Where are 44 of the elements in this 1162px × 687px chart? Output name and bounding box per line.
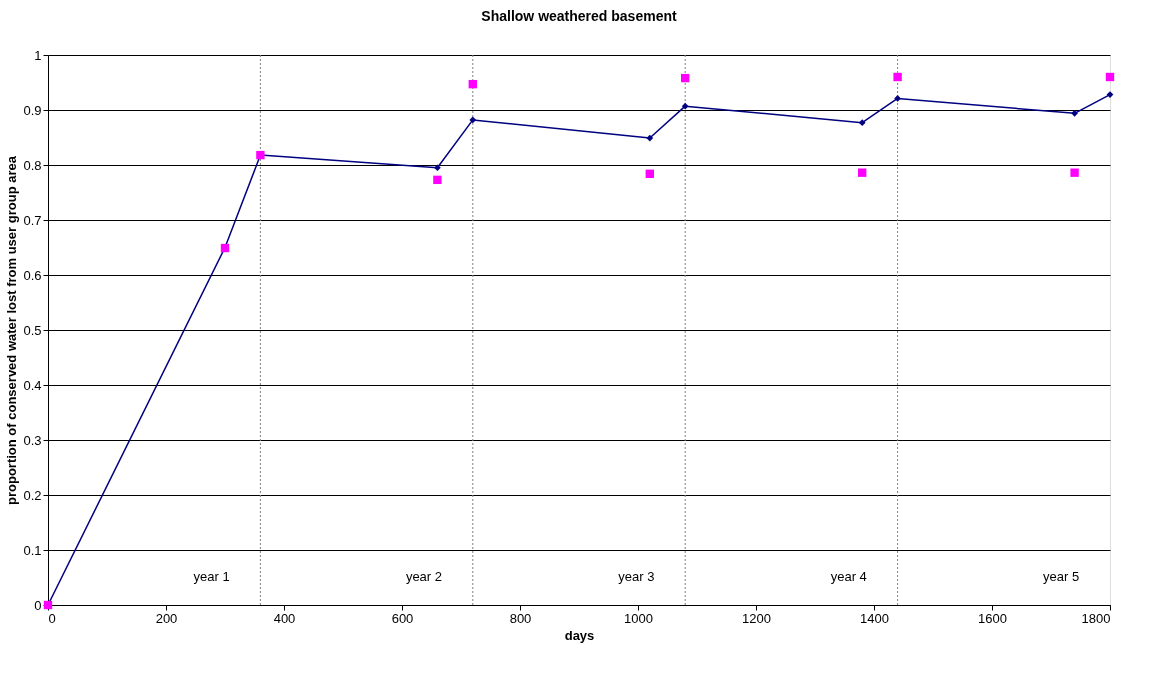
point	[681, 73, 690, 83]
y-tick-label: 0.6	[23, 267, 42, 283]
x-tick-label: 0	[48, 610, 56, 626]
x-axis-title: days	[564, 627, 595, 643]
point	[433, 175, 442, 185]
y-tick-label: 0.3	[23, 432, 42, 448]
point	[1071, 109, 1078, 117]
annotation: year 4	[830, 569, 867, 584]
point	[468, 79, 477, 89]
x-tick-label: 1000	[624, 610, 653, 626]
point	[434, 164, 441, 172]
x-tick-label: 1800	[1081, 610, 1111, 626]
point	[858, 119, 866, 126]
x-tick-label: 1400	[860, 610, 889, 626]
x-tick-label: 1600	[978, 610, 1007, 626]
point	[893, 72, 902, 82]
x-tick-label: 400	[273, 610, 296, 626]
point	[645, 169, 654, 178]
y-tick-label: 0.4	[23, 377, 42, 393]
annotation: year 2	[405, 569, 443, 584]
y-tick-label: 0.1	[23, 542, 42, 558]
x-tick-label: 800	[509, 610, 532, 626]
point	[469, 116, 477, 124]
point	[894, 95, 901, 102]
y-tick-label: 0.8	[23, 157, 42, 173]
y-axis-title: proportion of conserved water lost from user group area	[4, 155, 20, 505]
point	[858, 168, 867, 177]
y-tick-label: 0	[34, 597, 42, 613]
annotation: year 3	[618, 569, 655, 584]
y-tick-label: 0.5	[23, 322, 42, 338]
annotation: year 1	[193, 569, 230, 584]
x-tick-label: 600	[391, 610, 414, 626]
y-tick-label: 0.7	[23, 212, 42, 228]
y-tick-label: 0.2	[23, 487, 42, 503]
point	[646, 134, 654, 142]
x-tick-label: 200	[155, 610, 178, 626]
point	[1105, 72, 1115, 82]
chart-title: Shallow weathered basement	[481, 8, 677, 24]
point	[1070, 168, 1079, 177]
annotation: year 5	[1043, 569, 1080, 584]
point	[681, 102, 689, 110]
y-tick-label: 1	[34, 47, 42, 63]
x-tick-label: 1200	[742, 610, 771, 626]
y-tick-label: 0.9	[23, 102, 42, 118]
